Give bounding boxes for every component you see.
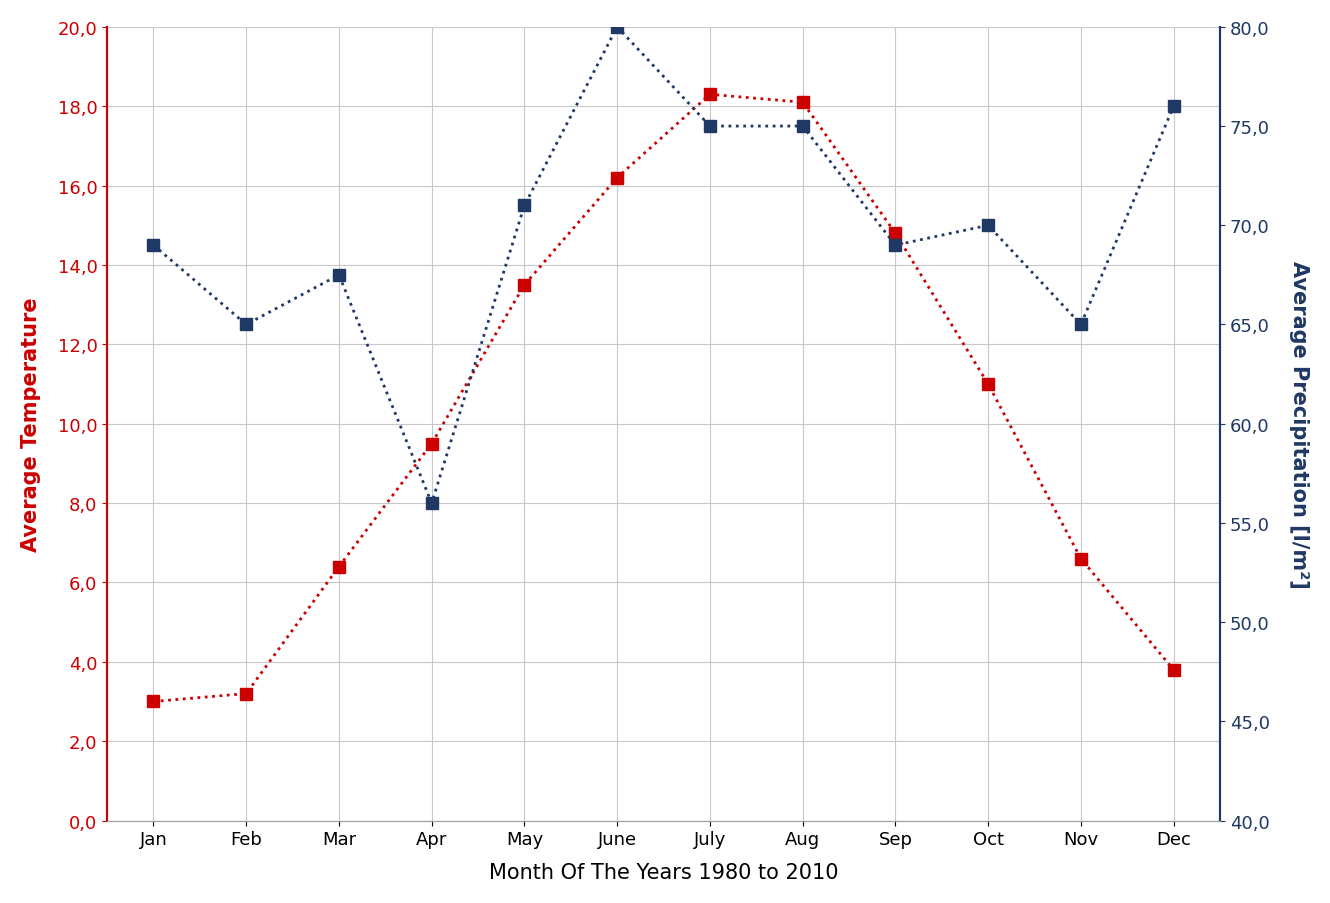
Y-axis label: Average Temperature: Average Temperature	[21, 297, 41, 552]
Y-axis label: Average Precipitation [l/m²]: Average Precipitation [l/m²]	[1289, 261, 1309, 588]
X-axis label: Month Of The Years 1980 to 2010: Month Of The Years 1980 to 2010	[489, 862, 838, 882]
